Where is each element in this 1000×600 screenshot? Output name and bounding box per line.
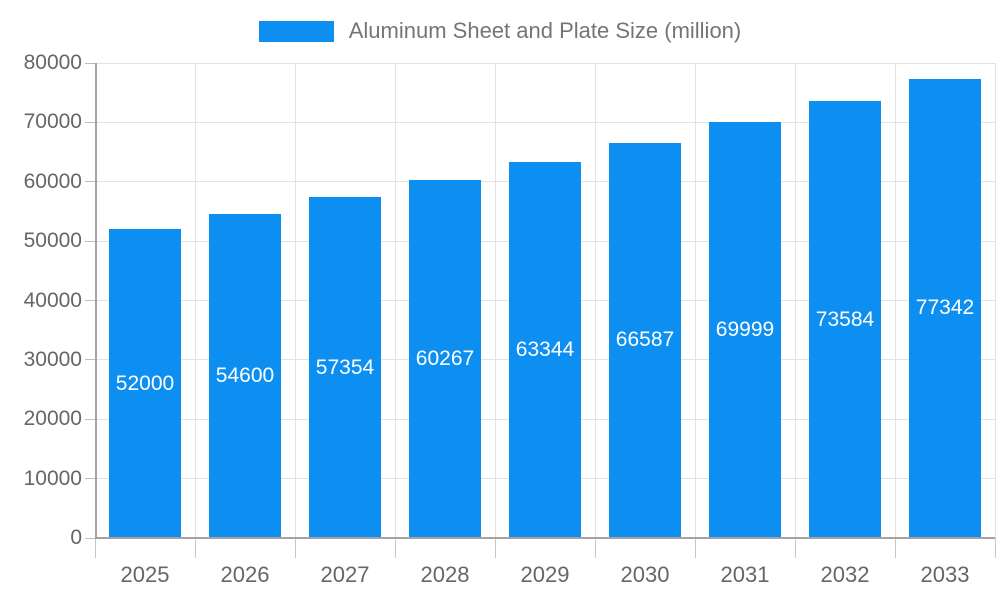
legend-label: Aluminum Sheet and Plate Size (million) bbox=[348, 18, 742, 43]
legend-swatch bbox=[258, 20, 334, 42]
x-axis-line bbox=[95, 537, 995, 539]
x-axis-label: 2026 bbox=[220, 562, 270, 587]
y-axis-line bbox=[95, 63, 97, 538]
x-axis-tick bbox=[494, 538, 496, 558]
bar-2026[interactable]: 54600 bbox=[209, 213, 281, 538]
bar-2030[interactable]: 66587 bbox=[609, 142, 681, 538]
bar-value-label: 60267 bbox=[415, 347, 475, 371]
bar-value-label: 77342 bbox=[915, 296, 975, 320]
x-gridline bbox=[494, 63, 496, 538]
bar-value-label: 52000 bbox=[115, 371, 175, 395]
bar-2025[interactable]: 52000 bbox=[109, 229, 181, 538]
x-axis-label: 2030 bbox=[620, 562, 670, 587]
bar-2032[interactable]: 73584 bbox=[809, 101, 881, 538]
x-axis-tick bbox=[94, 538, 96, 558]
y-axis-tick bbox=[85, 478, 95, 480]
x-axis-label: 2031 bbox=[720, 562, 770, 587]
x-axis-tick bbox=[194, 538, 196, 558]
x-axis-tick bbox=[294, 538, 296, 558]
y-axis-tick bbox=[85, 418, 95, 420]
y-axis-tick bbox=[85, 181, 95, 183]
x-gridline bbox=[394, 63, 396, 538]
bar-2028[interactable]: 60267 bbox=[409, 180, 481, 538]
x-gridline bbox=[594, 63, 596, 538]
y-axis-tick bbox=[85, 359, 95, 361]
x-gridline bbox=[694, 63, 696, 538]
y-axis-label: 60000 bbox=[23, 169, 82, 193]
y-axis-label: 50000 bbox=[23, 229, 82, 253]
x-axis-label: 2029 bbox=[520, 562, 570, 587]
x-axis-tick bbox=[894, 538, 896, 558]
y-axis-label: 30000 bbox=[23, 347, 82, 371]
x-axis-label: 2028 bbox=[420, 562, 470, 587]
y-axis-label: 80000 bbox=[23, 51, 82, 74]
bar-2033[interactable]: 77342 bbox=[909, 78, 981, 538]
bar-value-label: 57354 bbox=[315, 355, 375, 379]
y-axis-tick bbox=[85, 537, 95, 539]
x-axis-tick bbox=[994, 538, 996, 558]
x-axis-tick bbox=[694, 538, 696, 558]
bar-2031[interactable]: 69999 bbox=[709, 122, 781, 538]
x-axis-tick bbox=[394, 538, 396, 558]
bar-value-label: 73584 bbox=[815, 307, 875, 331]
x-axis-label: 2025 bbox=[120, 562, 170, 587]
x-axis-label: 2032 bbox=[820, 562, 870, 587]
y-axis-tick bbox=[85, 240, 95, 242]
x-axis-tick bbox=[594, 538, 596, 558]
y-axis-tick bbox=[85, 300, 95, 301]
y-axis-label: 40000 bbox=[23, 288, 82, 312]
plot-area: 52000 54600 57354 60267 63344 66587 69999 73584… bbox=[95, 62, 996, 538]
x-gridline bbox=[794, 63, 796, 538]
bar-value-label: 54600 bbox=[215, 363, 275, 387]
y-axis-label: 0 bbox=[70, 526, 82, 549]
y-axis-label: 20000 bbox=[23, 407, 82, 431]
y-axis-label: 10000 bbox=[23, 466, 82, 490]
bar-2027[interactable]: 57354 bbox=[309, 197, 381, 538]
x-gridline bbox=[294, 63, 296, 538]
bar-value-label: 66587 bbox=[615, 328, 675, 352]
legend[interactable]: Aluminum Sheet and Plate Size (million) bbox=[0, 18, 1000, 44]
y-axis-tick bbox=[85, 121, 95, 123]
x-axis-label: 2027 bbox=[320, 562, 370, 587]
x-gridline bbox=[194, 63, 196, 538]
bar-value-label: 69999 bbox=[715, 318, 775, 342]
bar-2029[interactable]: 63344 bbox=[509, 161, 581, 538]
y-axis-tick bbox=[85, 62, 95, 64]
y-gridline bbox=[95, 121, 995, 123]
x-axis-label: 2033 bbox=[920, 562, 970, 587]
bar-value-label: 63344 bbox=[515, 337, 575, 361]
y-gridline bbox=[95, 62, 995, 64]
x-gridline bbox=[994, 63, 996, 538]
x-gridline bbox=[894, 63, 896, 538]
x-axis-tick bbox=[794, 538, 796, 558]
y-axis-label: 70000 bbox=[23, 110, 82, 134]
